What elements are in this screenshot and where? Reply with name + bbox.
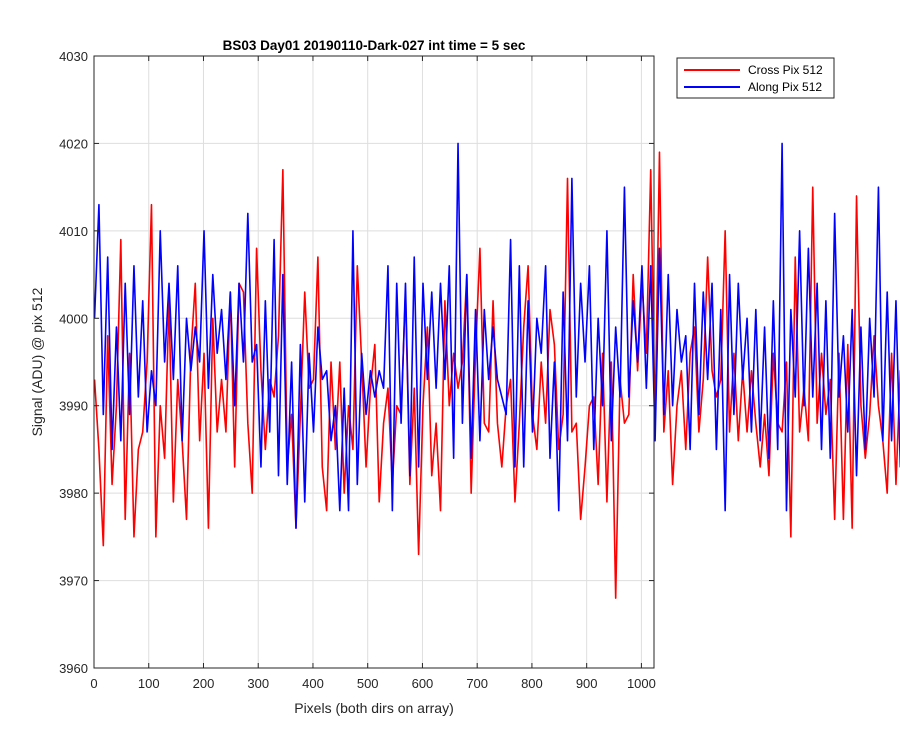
x-tick-label: 600 [412, 676, 434, 691]
y-tick-labels: 3960 3970 3980 3990 4000 4010 4020 4030 [59, 49, 88, 676]
plot-frame [93, 55, 655, 669]
y-tick-label: 4000 [59, 311, 88, 326]
plot-area [94, 56, 654, 668]
legend-label-cross: Cross Pix 512 [748, 63, 823, 77]
y-tick-label: 4010 [59, 224, 88, 239]
series-layer [93, 142, 900, 599]
legend: Cross Pix 512 Along Pix 512 [676, 57, 835, 99]
y-axis-label: Signal (ADU) @ pix 512 [29, 287, 45, 436]
x-tick-label: 0 [90, 676, 97, 691]
y-tick-label: 3980 [59, 486, 88, 501]
x-tick-label: 200 [193, 676, 215, 691]
y-tick-label: 3970 [59, 574, 88, 589]
y-tick-label: 4020 [59, 136, 88, 151]
x-tick-label: 900 [576, 676, 598, 691]
x-tick-labels: 0 100 200 300 400 500 600 700 800 900 1000 [90, 676, 655, 691]
x-tick-label: 500 [357, 676, 379, 691]
x-tick-label: 1000 [627, 676, 656, 691]
y-tick-label: 3960 [59, 661, 88, 676]
x-tick-label: 700 [466, 676, 488, 691]
x-tick-label: 800 [521, 676, 543, 691]
axis-ticks [93, 55, 654, 669]
y-tick-label: 3990 [59, 399, 88, 414]
x-tick-label: 300 [247, 676, 269, 691]
y-tick-label: 4030 [59, 49, 88, 64]
chart-title: BS03 Day01 20190110-Dark-027 int time = … [223, 38, 526, 53]
legend-box [676, 57, 835, 99]
x-tick-label: 100 [138, 676, 160, 691]
x-axis-label: Pixels (both dirs on array) [294, 700, 454, 716]
x-tick-label: 400 [302, 676, 324, 691]
legend-label-along: Along Pix 512 [748, 80, 822, 94]
series-line-along-pix-512 [93, 142, 900, 529]
